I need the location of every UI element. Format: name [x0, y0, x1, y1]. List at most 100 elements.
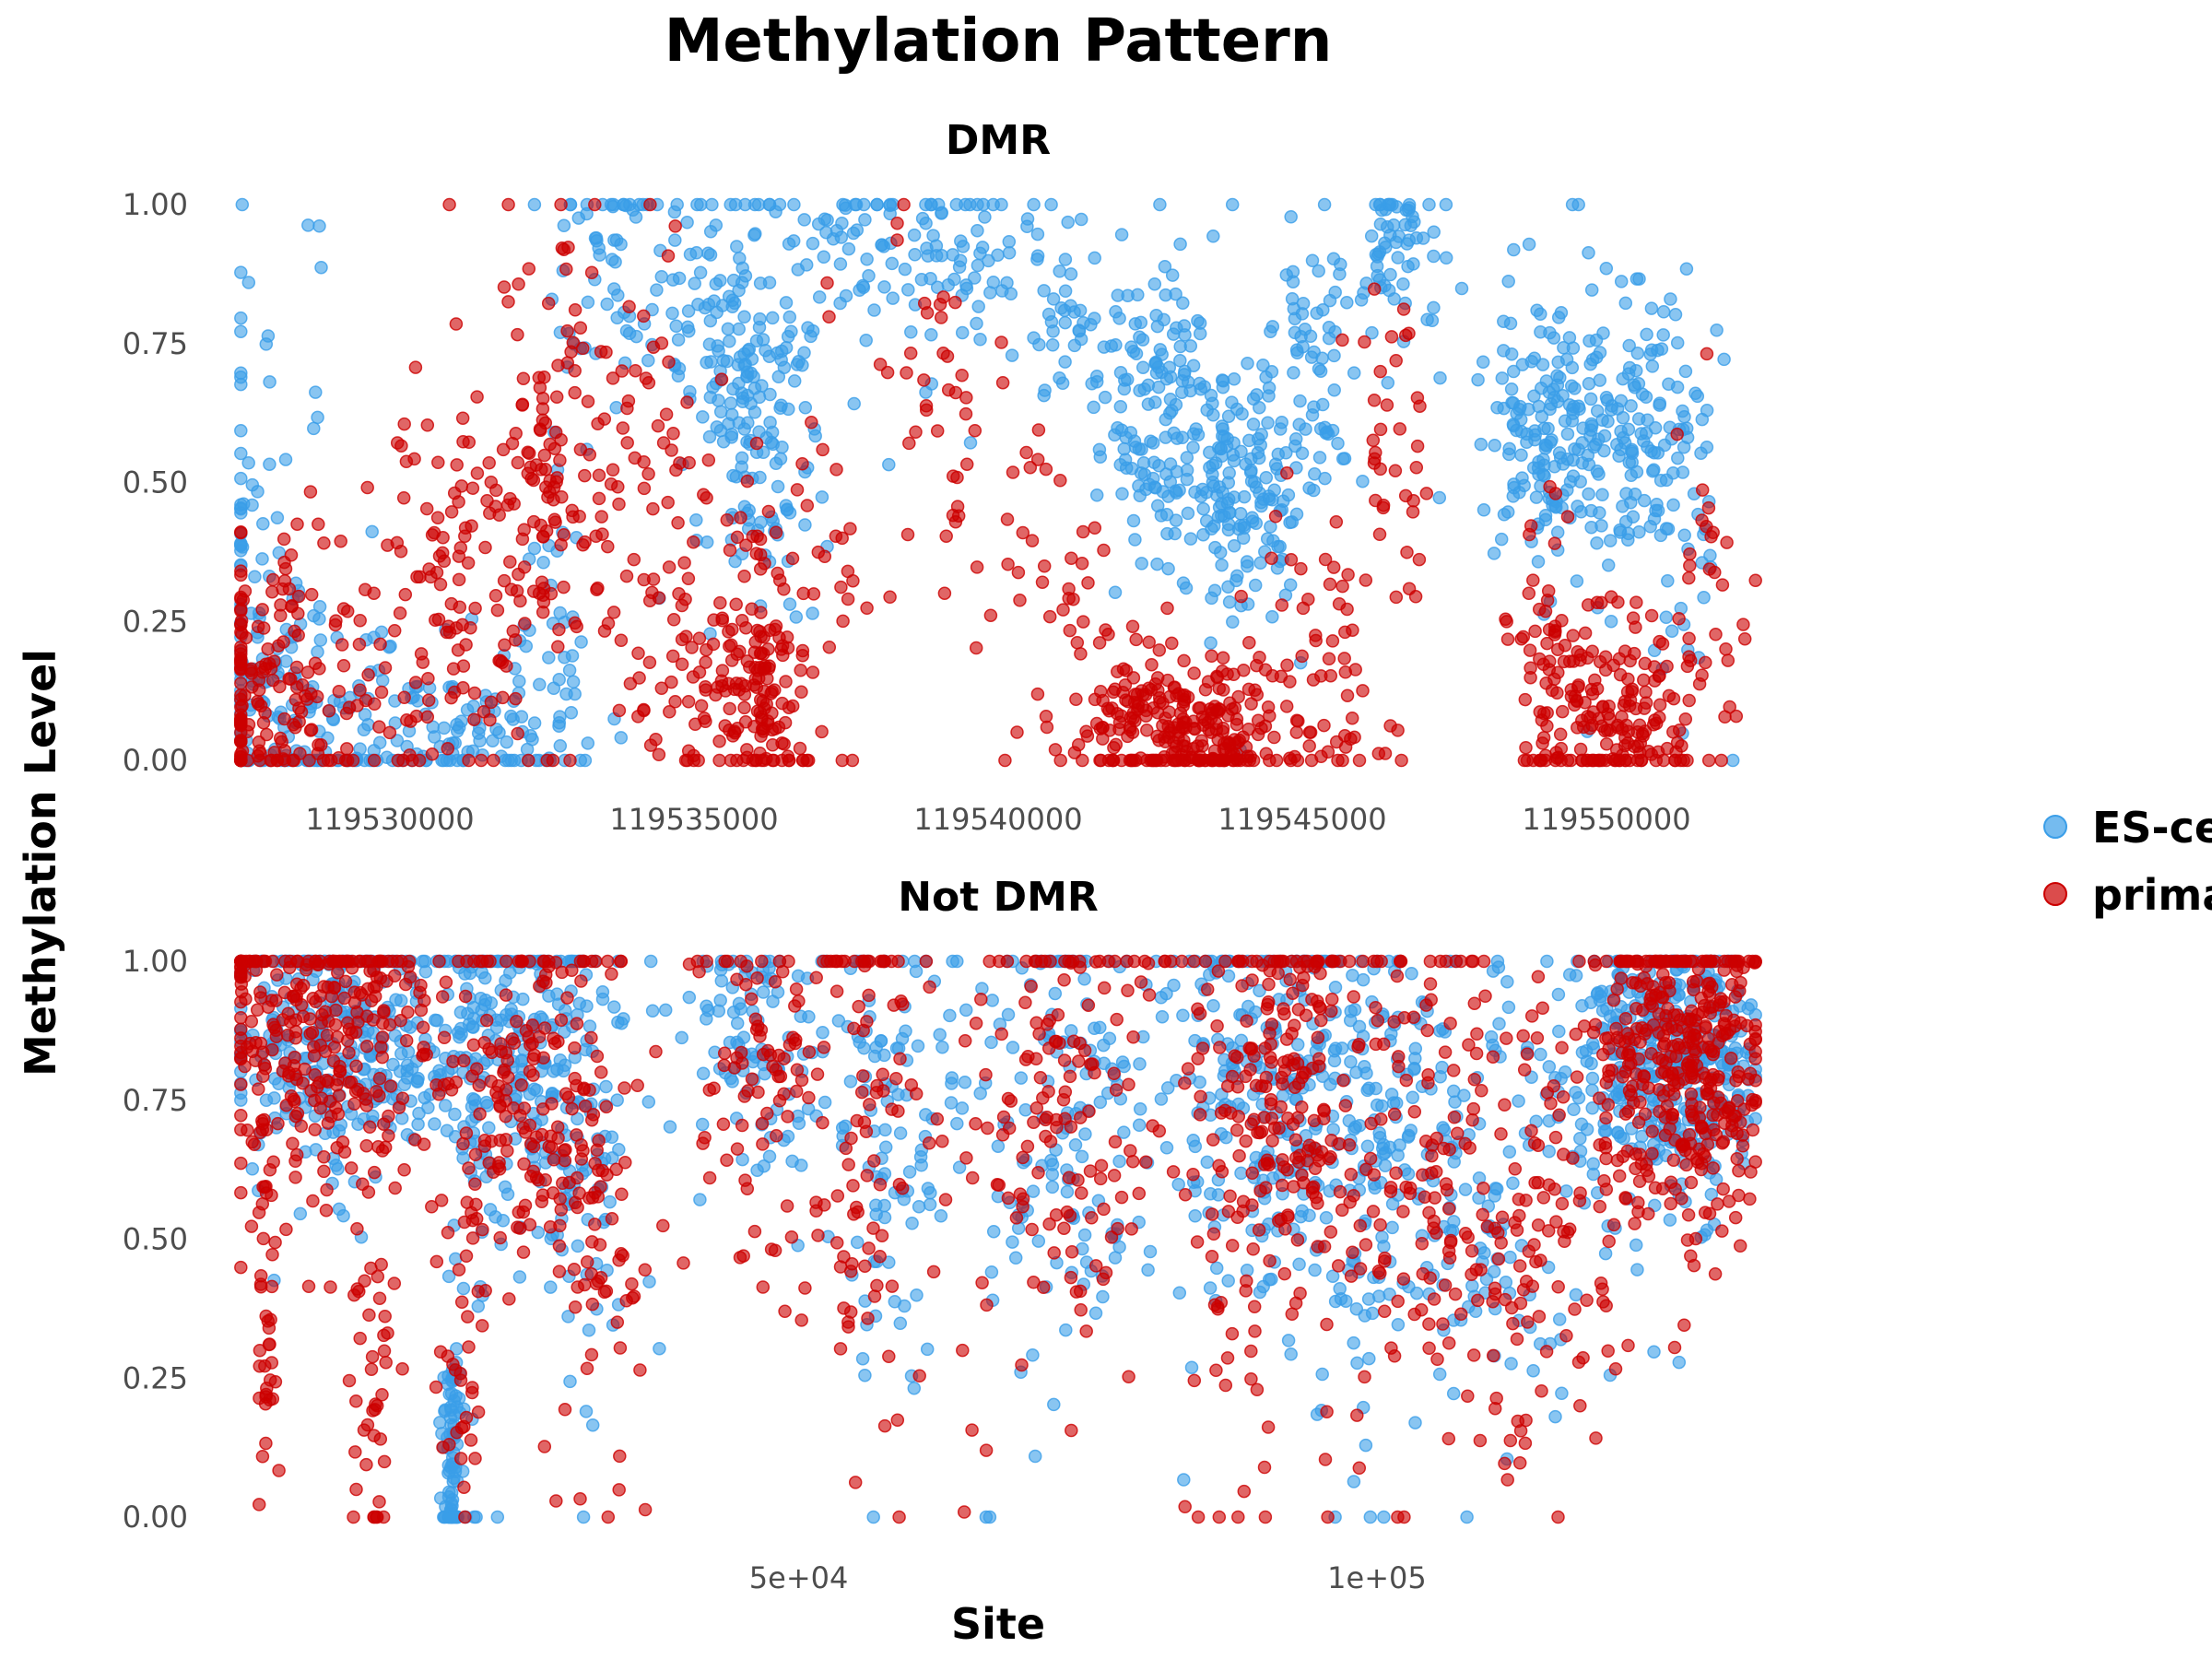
- point-primary: [561, 241, 575, 254]
- point-primary: [793, 741, 807, 756]
- point-primary: [474, 753, 488, 768]
- point-primary: [1571, 678, 1585, 692]
- point-es-cell: [234, 377, 248, 392]
- point-primary: [692, 631, 707, 645]
- point-es-cell: [1270, 561, 1285, 575]
- point-primary: [729, 677, 744, 690]
- point-es-cell: [1265, 1272, 1278, 1287]
- point-es-cell: [1373, 217, 1388, 231]
- point-es-cell: [1317, 197, 1332, 212]
- point-es-cell: [682, 990, 697, 1005]
- point-primary: [671, 516, 685, 530]
- point-es-cell: [1661, 522, 1676, 536]
- point-es-cell: [483, 1203, 498, 1217]
- point-es-cell: [709, 276, 724, 291]
- point-primary: [1583, 711, 1597, 724]
- point-es-cell: [1087, 400, 1100, 415]
- point-primary: [274, 608, 288, 623]
- point-primary: [959, 406, 973, 421]
- point-es-cell: [882, 457, 896, 472]
- point-primary: [1295, 649, 1309, 664]
- point-es-cell: [1537, 421, 1551, 436]
- point-es-cell: [558, 1058, 572, 1073]
- point-es-cell: [1135, 557, 1148, 571]
- point-primary: [772, 573, 787, 587]
- point-primary: [1523, 527, 1536, 542]
- point-primary: [1701, 753, 1716, 768]
- point-es-cell: [911, 1039, 925, 1053]
- point-es-cell: [915, 211, 930, 226]
- point-primary: [539, 524, 554, 538]
- point-primary: [1672, 612, 1686, 626]
- point-primary: [1223, 696, 1237, 710]
- point-es-cell: [1630, 347, 1645, 360]
- point-es-cell: [607, 282, 621, 296]
- point-es-cell: [1589, 350, 1604, 365]
- point-es-cell: [1027, 197, 1041, 212]
- point-primary: [699, 679, 712, 694]
- point-es-cell: [1032, 337, 1046, 352]
- point-primary: [1337, 652, 1351, 665]
- point-es-cell: [643, 954, 658, 969]
- point-primary: [685, 641, 699, 654]
- point-es-cell: [1538, 441, 1553, 455]
- point-primary: [646, 501, 660, 516]
- point-primary: [397, 690, 411, 705]
- point-es-cell: [1741, 1001, 1755, 1016]
- point-es-cell: [1089, 370, 1104, 383]
- point-primary: [1123, 720, 1137, 735]
- point-primary: [255, 603, 269, 617]
- y-tick-labels-dmr: 0.000.250.500.751.00: [123, 187, 188, 778]
- point-primary: [234, 603, 248, 617]
- point-es-cell: [1382, 1140, 1397, 1155]
- point-es-cell: [1283, 578, 1298, 592]
- point-es-cell: [1598, 1246, 1613, 1261]
- point-es-cell: [1058, 253, 1073, 266]
- point-es-cell: [542, 651, 556, 665]
- point-primary: [1618, 738, 1632, 753]
- point-primary: [637, 481, 652, 496]
- point-es-cell: [1143, 1244, 1158, 1259]
- point-primary: [1037, 559, 1052, 573]
- point-primary: [407, 452, 421, 466]
- point-primary: [378, 661, 393, 675]
- point-es-cell: [1432, 1367, 1447, 1382]
- point-primary: [631, 646, 645, 660]
- point-es-cell: [1074, 212, 1088, 227]
- point-primary: [830, 463, 843, 477]
- point-primary: [332, 684, 347, 699]
- point-es-cell: [1262, 489, 1276, 503]
- point-es-cell: [700, 356, 713, 370]
- point-primary: [749, 436, 764, 451]
- point-es-cell: [1471, 372, 1485, 387]
- point-primary: [503, 555, 517, 569]
- point-es-cell: [1208, 456, 1223, 470]
- point-es-cell: [705, 197, 719, 212]
- point-primary: [1338, 665, 1353, 679]
- point-primary: [764, 687, 778, 700]
- point-es-cell: [1433, 1070, 1447, 1084]
- point-primary: [1323, 577, 1337, 592]
- point-primary: [259, 657, 273, 672]
- point-es-cell: [1512, 1094, 1525, 1108]
- point-es-cell: [1384, 1027, 1398, 1041]
- point-es-cell: [1186, 441, 1200, 454]
- point-primary: [410, 570, 424, 584]
- point-es-cell: [1155, 1009, 1170, 1024]
- point-primary: [1338, 625, 1352, 640]
- point-es-cell: [1613, 1129, 1628, 1144]
- point-primary: [1367, 282, 1382, 296]
- point-primary: [290, 517, 304, 531]
- point-es-cell: [973, 246, 987, 261]
- point-es-cell: [1554, 305, 1569, 320]
- point-es-cell: [710, 420, 724, 434]
- point-primary: [433, 577, 448, 592]
- point-primary: [1289, 725, 1304, 739]
- point-es-cell: [1640, 327, 1653, 342]
- point-es-cell: [696, 410, 710, 424]
- point-es-cell: [1700, 1223, 1714, 1237]
- point-primary: [1322, 652, 1336, 666]
- point-es-cell: [1006, 1235, 1019, 1249]
- point-es-cell: [1170, 321, 1183, 335]
- point-es-cell: [600, 297, 614, 312]
